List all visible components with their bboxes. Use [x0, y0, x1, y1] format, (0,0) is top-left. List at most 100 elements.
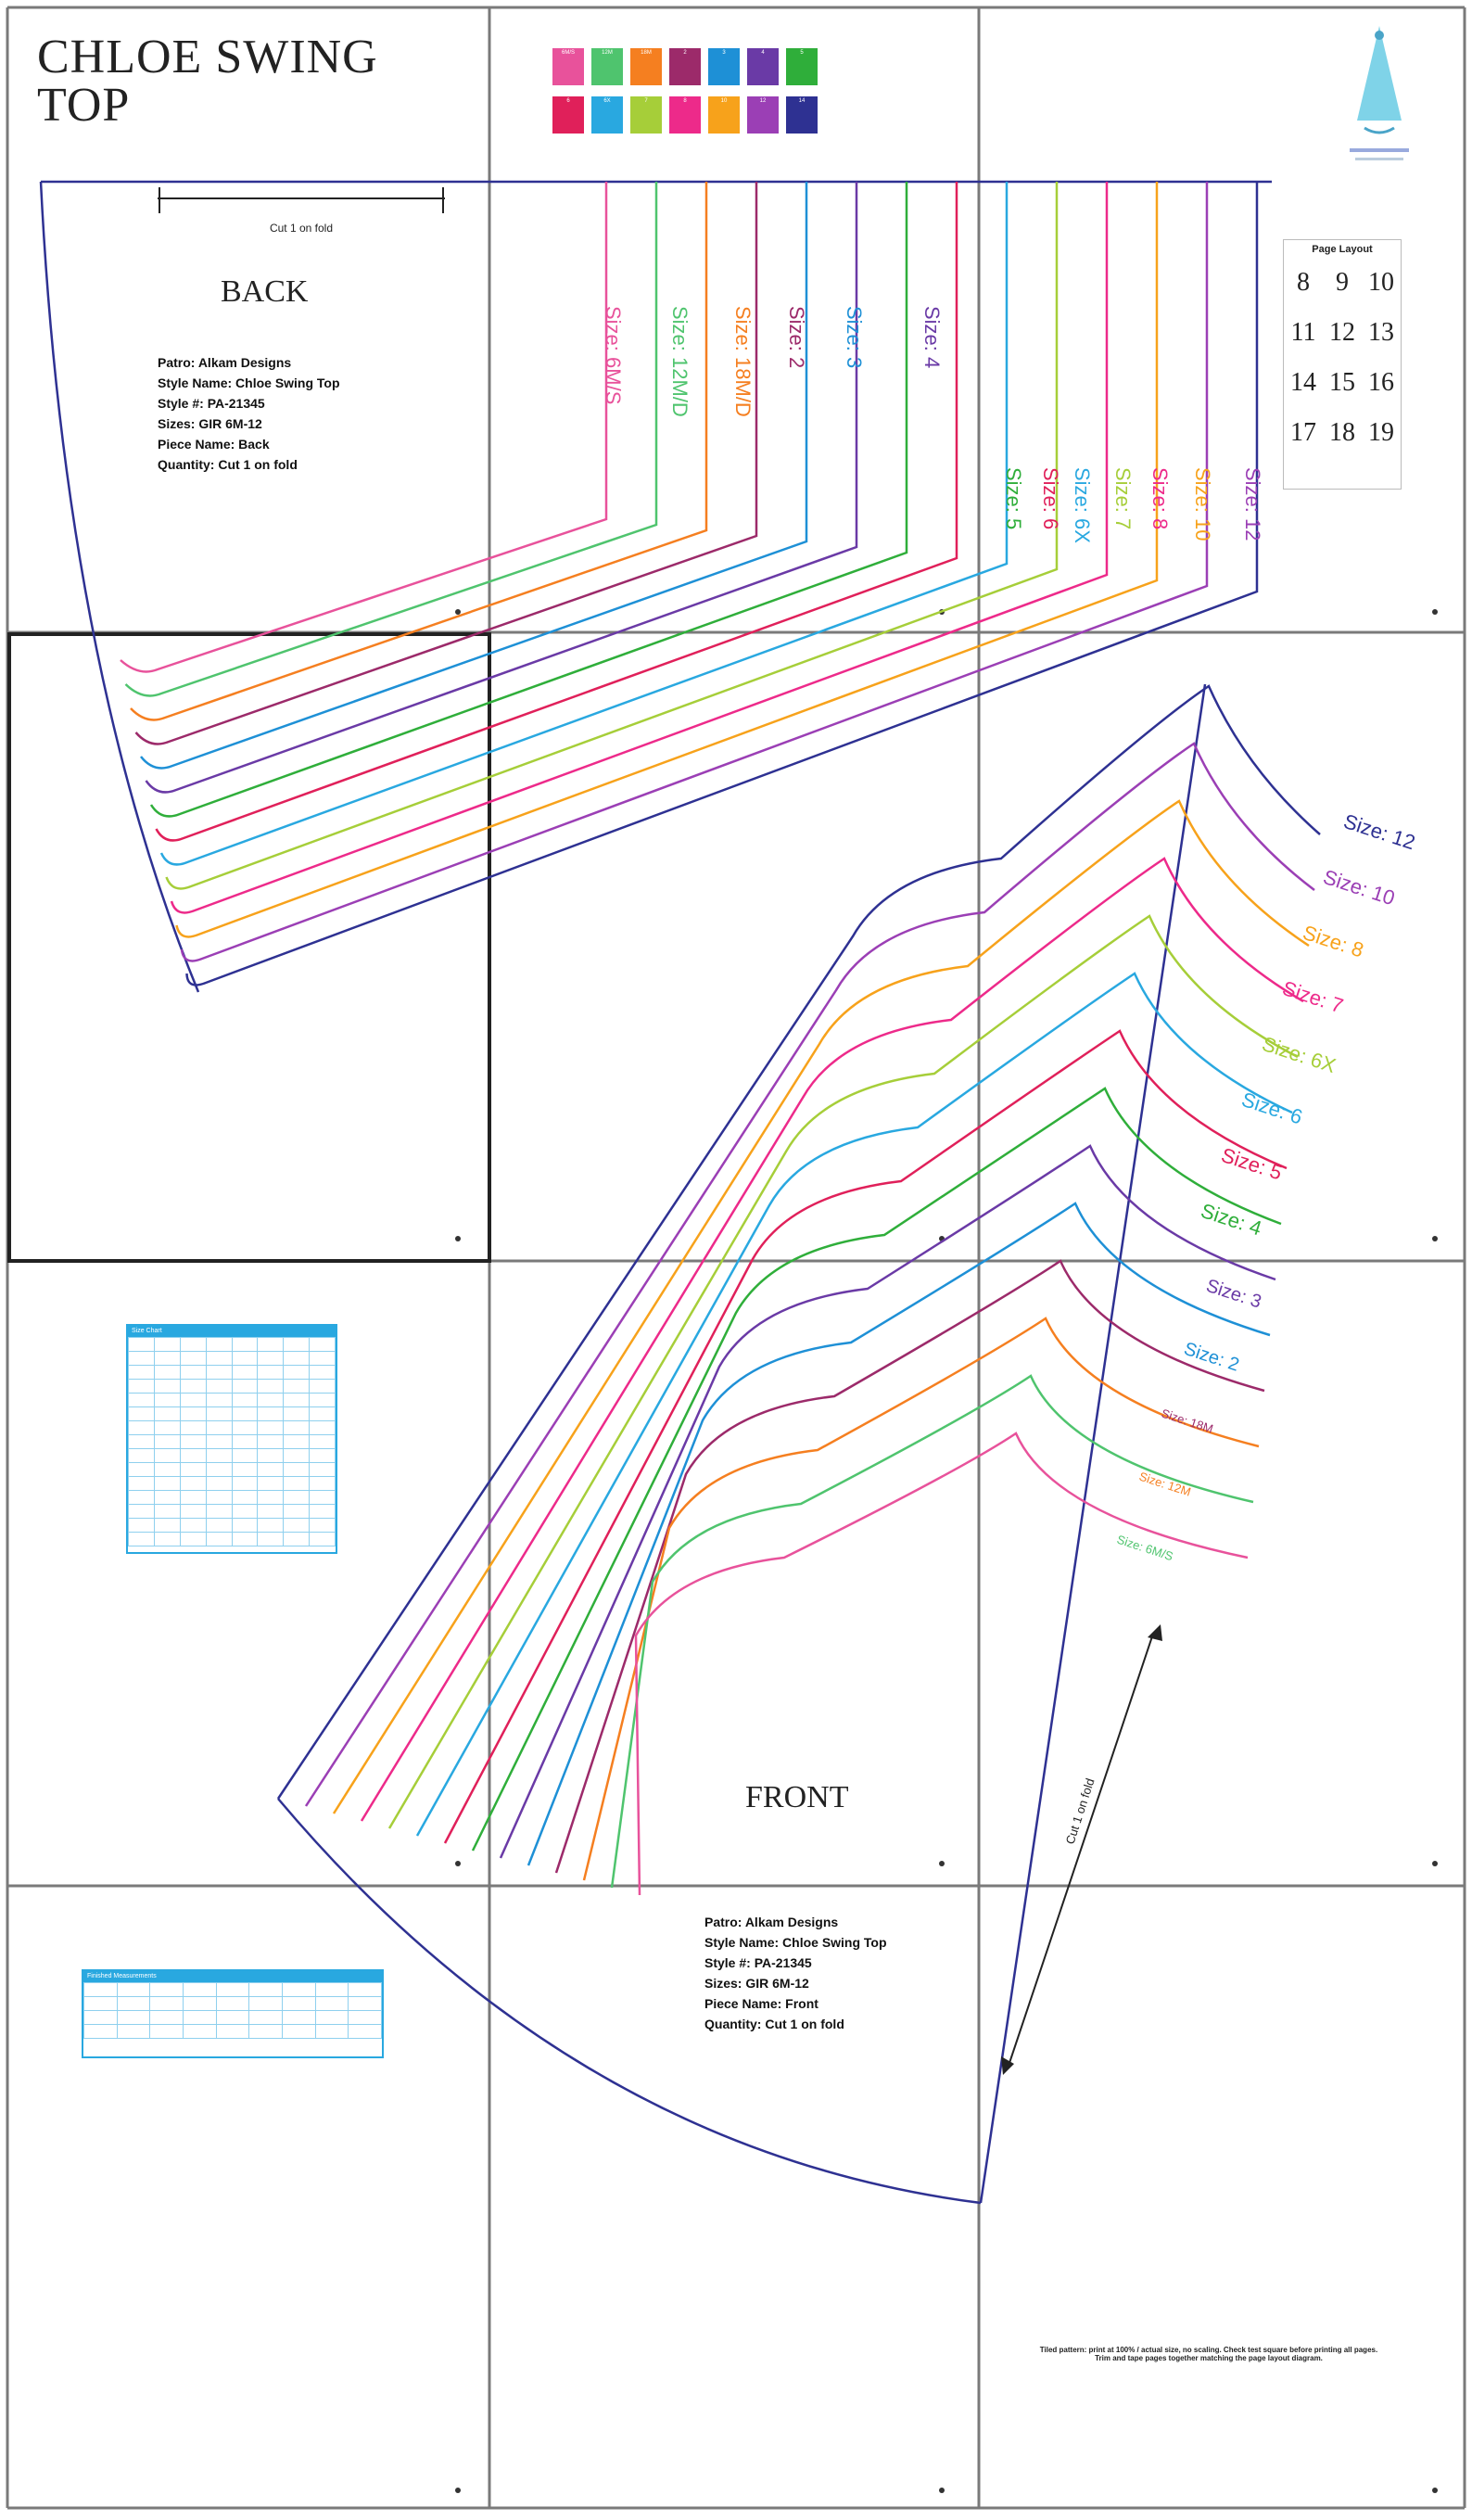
front-info-line: Style #: PA-21345 [704, 1955, 812, 1970]
page-corner-mark [455, 1861, 461, 1866]
chart-cell [128, 1420, 155, 1435]
swatch-label: 12 [759, 98, 767, 104]
chart-cell [231, 1490, 259, 1505]
chart-cell [257, 1434, 285, 1449]
size-color-swatch: 2 [669, 48, 701, 85]
front-size-line [554, 1259, 1265, 1874]
size-color-swatch: 6M/S [552, 48, 584, 85]
chart-cell [149, 2024, 184, 2039]
chart-cell [205, 1476, 233, 1491]
chart-cell [205, 1420, 233, 1435]
swatch-label: 7 [644, 98, 648, 104]
back-size-label: Size: 6X [1071, 467, 1094, 543]
front-size-label: Size: 5 [1218, 1143, 1285, 1185]
chart-cell [281, 2024, 316, 2039]
page-corner-mark [455, 609, 461, 615]
back-size-label: Size: 12 [1241, 467, 1264, 541]
chart-cell [179, 1406, 207, 1421]
chart-cell [281, 2010, 316, 2025]
chart-cell [309, 1420, 336, 1435]
back-size-line [159, 182, 1009, 866]
chart-cell [205, 1518, 233, 1533]
back-info-line: Patro: Alkam Designs [158, 355, 292, 370]
chart-cell [179, 1504, 207, 1519]
chart-cell [153, 1462, 181, 1477]
chart-row [128, 1532, 336, 1546]
back-info-line: Style Name: Chloe Swing Top [158, 375, 340, 390]
chart-row [128, 1490, 336, 1505]
chart-cell [257, 1351, 285, 1366]
chart-cell [231, 1420, 259, 1435]
chart-cell [153, 1518, 181, 1533]
chart-cell [153, 1434, 181, 1449]
chart-cell [153, 1476, 181, 1491]
finished-measurements-table [83, 1982, 382, 2039]
page-layout-number: 14 [1290, 368, 1316, 397]
chart-cell [179, 1365, 207, 1380]
size-color-swatch: 10 [708, 96, 740, 134]
chart-cell [257, 1365, 285, 1380]
page-corner-mark [1432, 609, 1438, 615]
back-size-line [140, 182, 808, 770]
chart-cell [128, 1351, 155, 1366]
chart-cell [309, 1365, 336, 1380]
chart-cell [231, 1462, 259, 1477]
page-layout-number: 13 [1368, 318, 1394, 347]
front-size-line [443, 1029, 1288, 1844]
page-layout-number: 18 [1329, 418, 1355, 447]
size-chart-table [128, 1337, 336, 1546]
chart-cell [314, 1982, 349, 1997]
chart-cell [205, 1365, 233, 1380]
back-size-line [165, 182, 1059, 890]
chart-cell [182, 1982, 217, 1997]
chart-cell [283, 1337, 311, 1352]
front-size-label: Size: 3 [1203, 1276, 1263, 1313]
chart-cell [128, 1448, 155, 1463]
front-grainline-arrow [1001, 2056, 1014, 2075]
chart-row [83, 1996, 382, 2011]
size-color-swatch: 6 [552, 96, 584, 134]
front-size-line [332, 799, 1310, 1814]
page-layout-number: 9 [1336, 268, 1349, 297]
chart-cell [116, 2010, 151, 2025]
swatch-label: 14 [798, 98, 806, 104]
chart-cell [128, 1476, 155, 1491]
chart-cell [215, 1996, 250, 2011]
chart-cell [248, 2024, 283, 2039]
size-chart-title: Size Chart [128, 1326, 336, 1337]
chart-cell [179, 1532, 207, 1546]
swatch-label: 12M [602, 50, 613, 56]
chart-row [83, 2010, 382, 2025]
front-size-label: Size: 10 [1320, 865, 1397, 910]
back-size-line [155, 182, 958, 842]
chart-cell [231, 1351, 259, 1366]
chart-cell [309, 1518, 336, 1533]
chart-row [128, 1518, 336, 1533]
back-size-line [175, 182, 1159, 938]
chart-cell [179, 1490, 207, 1505]
back-size-label: Size: 5 [1002, 467, 1025, 529]
chart-cell [205, 1351, 233, 1366]
chart-cell [182, 2024, 217, 2039]
page-layout-title: Page Layout [1312, 244, 1373, 255]
back-size-line [185, 182, 1259, 986]
chart-cell [231, 1532, 259, 1546]
chart-cell [314, 2010, 349, 2025]
size-color-swatch: 12M [591, 48, 623, 85]
chart-cell [257, 1476, 285, 1491]
chart-row [128, 1351, 336, 1366]
chart-cell [149, 2010, 184, 2025]
chart-cell [153, 1365, 181, 1380]
swatch-label: 6X [603, 98, 611, 104]
chart-row [128, 1420, 336, 1435]
back-size-line [130, 182, 708, 721]
chart-cell [128, 1337, 155, 1352]
front-size-line [610, 1374, 1254, 1889]
chart-cell [116, 1996, 151, 2011]
front-info-line: Sizes: GIR 6M-12 [704, 1976, 809, 1991]
chart-cell [314, 2024, 349, 2039]
swatch-label: 2 [683, 50, 687, 56]
size-color-key: 6M/S 12M 18M 2 3 4 5 6 6X 7 8 10 12 14 [552, 48, 818, 134]
front-piece-label: FRONT [745, 1780, 849, 1814]
